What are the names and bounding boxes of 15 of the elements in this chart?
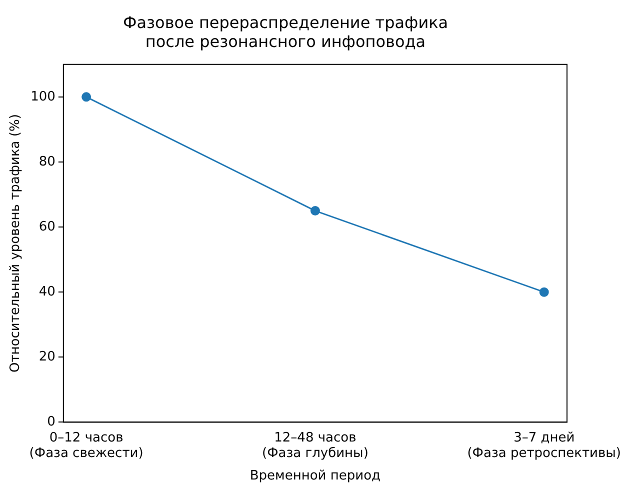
y-tick-label: 0	[47, 414, 56, 430]
chart-title: Фазовое перераспределение трафика после резонансного инфоповода	[122, 12, 448, 51]
point	[310, 206, 320, 216]
point	[82, 92, 92, 102]
x-axis-title: Временной период	[250, 468, 381, 484]
y-tick-label: 40	[38, 284, 56, 300]
y-tick-label: 20	[38, 350, 56, 365]
x-tick-label: 3–7 дней (Фаза ретроспективы)	[467, 430, 622, 461]
y-axis-title: Относительный уровень трафика (%)	[8, 114, 24, 373]
y-tick-label: 80	[38, 154, 56, 170]
y-tick-label: 60	[38, 219, 56, 234]
x-tick-label: 0–12 часов (Фаза свежести)	[29, 430, 144, 461]
y-tick-label: 100	[30, 89, 56, 104]
point	[539, 287, 549, 297]
x-tick-label: 12–48 часов (Фаза глубины)	[262, 430, 368, 461]
